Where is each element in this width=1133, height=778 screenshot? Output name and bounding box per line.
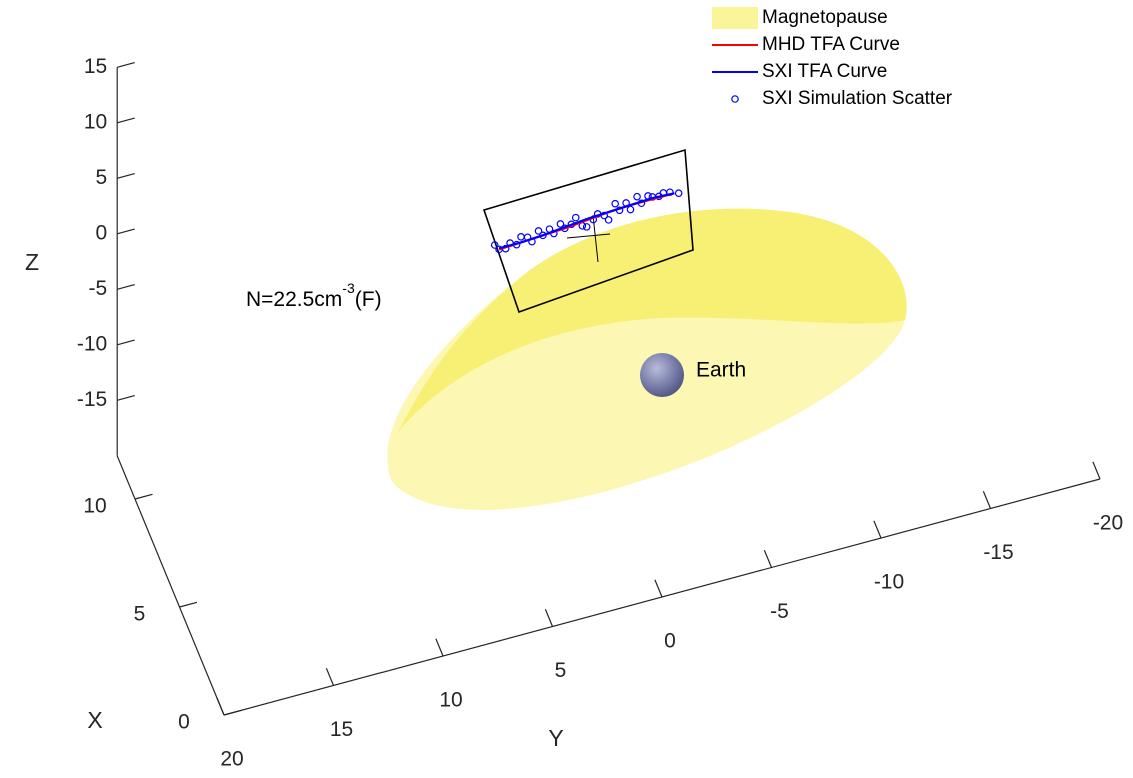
scatter-point bbox=[518, 234, 524, 240]
y-tick-label: -5 bbox=[770, 600, 789, 623]
scatter-point bbox=[612, 200, 618, 206]
legend-swatch bbox=[712, 7, 758, 29]
y-tick-label: 10 bbox=[439, 689, 462, 712]
annotation-text: N=22.5cm bbox=[246, 288, 342, 311]
z-tick-label: -5 bbox=[89, 277, 108, 300]
x-tick bbox=[180, 602, 198, 607]
y-tick-label: 5 bbox=[555, 659, 567, 682]
x-tick bbox=[135, 494, 153, 499]
z-tick bbox=[117, 396, 135, 401]
x-axis-label: X bbox=[87, 707, 102, 733]
x-tick-label: 10 bbox=[83, 495, 106, 518]
z-tick-label: -10 bbox=[77, 332, 107, 355]
earth bbox=[640, 353, 684, 397]
y-tick-label: 20 bbox=[220, 748, 243, 771]
annotation-superscript: -3 bbox=[342, 280, 355, 296]
x-axis-line bbox=[117, 456, 224, 715]
z-tick-label: 10 bbox=[84, 110, 107, 133]
z-tick bbox=[117, 229, 135, 234]
z-tick-label: 0 bbox=[96, 221, 108, 244]
z-tick bbox=[117, 285, 135, 290]
annotation-suffix: (F) bbox=[355, 288, 382, 311]
legend-label: SXI TFA Curve bbox=[762, 61, 887, 82]
z-tick-label: 15 bbox=[84, 55, 107, 78]
legend-label: SXI Simulation Scatter bbox=[762, 88, 953, 109]
legend: Magnetopause MHD TFA Curve SXI TFA Curve SX… bbox=[712, 7, 953, 109]
y-tick bbox=[436, 639, 443, 656]
scatter-point bbox=[573, 214, 579, 220]
y-tick-label: -15 bbox=[983, 541, 1013, 564]
legend-marker bbox=[732, 96, 738, 102]
y-axis-label: Y bbox=[548, 725, 563, 751]
scatter-point bbox=[627, 206, 633, 212]
y-tick bbox=[655, 580, 662, 597]
y-tick-label: 15 bbox=[330, 718, 353, 741]
earth-label: Earth bbox=[696, 359, 746, 382]
chart: Z X Y N=22.5cm-3(F) -20 -15 -10 -5 0 5 10 15 20 0… bbox=[0, 0, 1133, 778]
x-tick-label: 5 bbox=[134, 603, 146, 626]
z-axis-label: Z bbox=[25, 249, 39, 275]
y-tick bbox=[1093, 462, 1100, 479]
scatter-point bbox=[675, 190, 681, 196]
y-tick bbox=[545, 609, 552, 626]
z-tick bbox=[117, 340, 135, 345]
z-tick bbox=[117, 174, 135, 179]
y-tick-label: 0 bbox=[664, 630, 676, 653]
y-tick bbox=[874, 521, 881, 538]
scatter-point bbox=[605, 217, 611, 223]
scatter-point bbox=[634, 193, 640, 199]
z-tick-label: 5 bbox=[96, 166, 108, 189]
z-tick bbox=[117, 63, 135, 68]
page: {"chart_data": { "type": "scatter3d", "x… bbox=[0, 0, 1133, 778]
y-tick-label: -20 bbox=[1093, 512, 1123, 535]
legend-label: MHD TFA Curve bbox=[762, 34, 900, 55]
z-tick bbox=[117, 118, 135, 123]
annotation: N=22.5cm-3(F) bbox=[246, 280, 382, 311]
y-tick-label: -10 bbox=[874, 571, 904, 594]
z-tick-label: -15 bbox=[77, 388, 107, 411]
x-tick-label: 0 bbox=[178, 711, 190, 734]
y-tick bbox=[326, 668, 333, 685]
x-tick bbox=[224, 710, 242, 715]
scatter-point bbox=[584, 224, 590, 230]
legend-label: Magnetopause bbox=[762, 7, 888, 28]
y-tick bbox=[764, 550, 771, 567]
y-tick bbox=[983, 491, 990, 508]
